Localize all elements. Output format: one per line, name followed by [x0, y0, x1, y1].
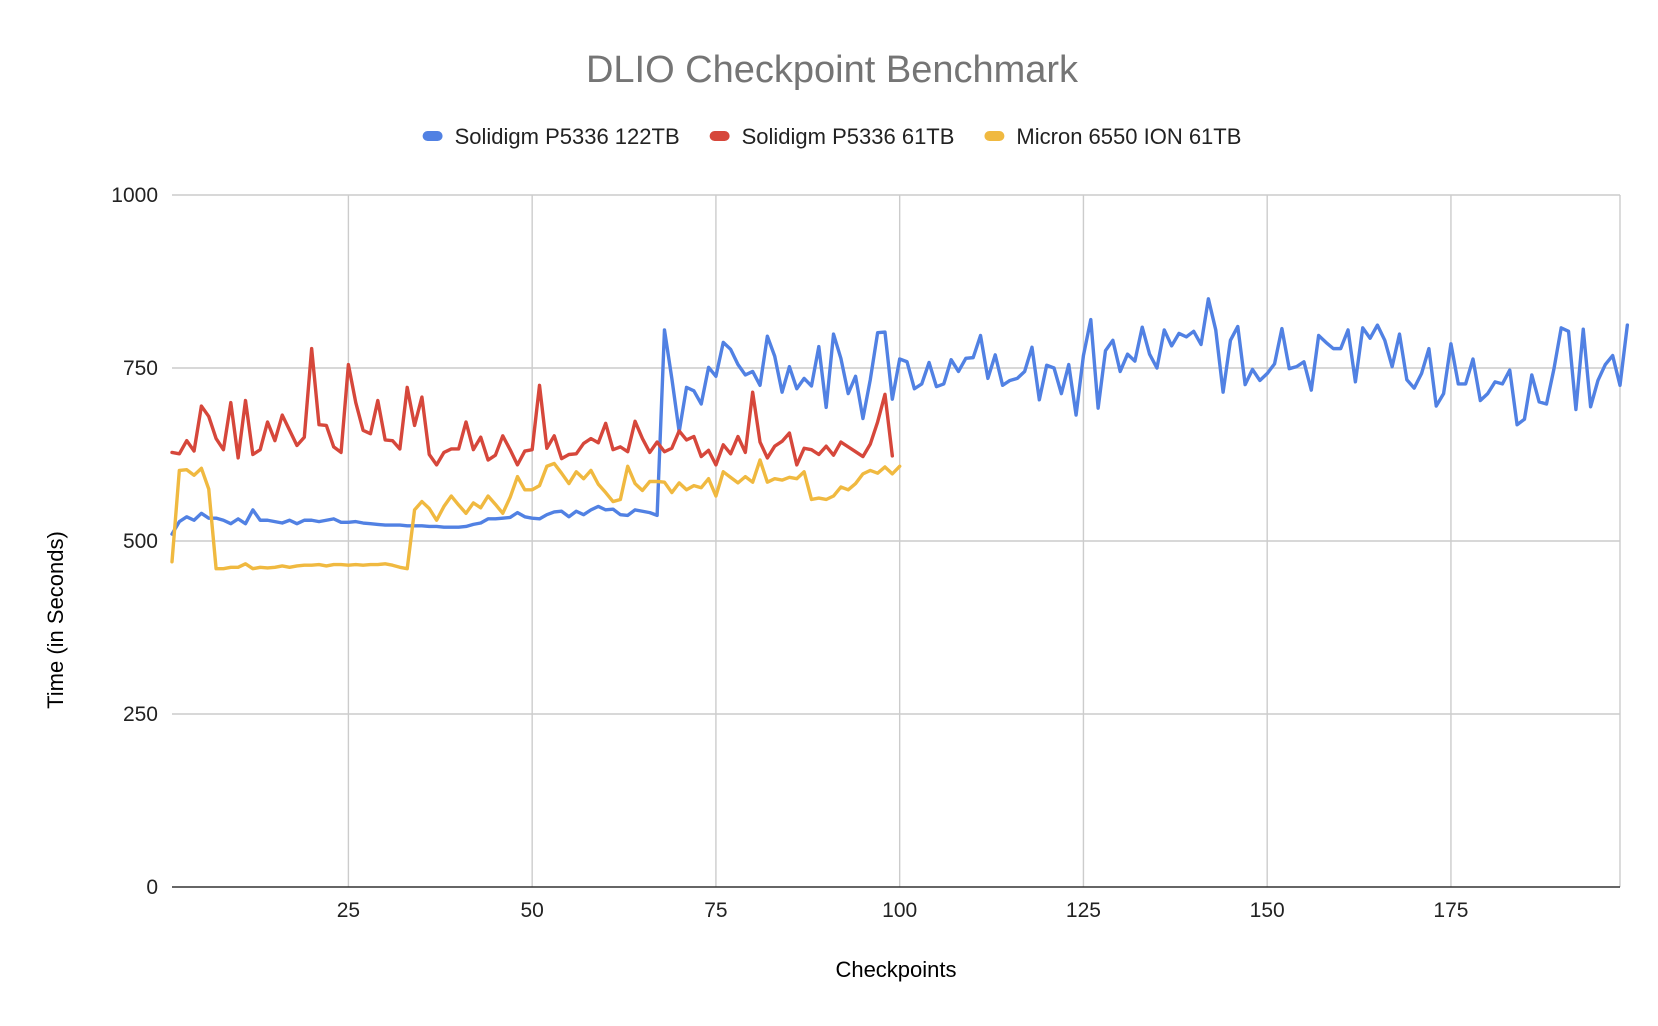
- y-axis-label: Time (in Seconds): [43, 531, 68, 709]
- series-line-2: [170, 346, 895, 467]
- x-tick-label-125: 125: [1066, 899, 1101, 922]
- y-tick-label-0: 0: [146, 876, 158, 899]
- x-tick-label-150: 150: [1250, 899, 1285, 922]
- legend-label-1: Solidigm P5336 122TB: [455, 124, 680, 149]
- series-line-1: [170, 297, 1630, 536]
- gridlines: [172, 194, 1621, 888]
- legend-label-3: Micron 6550 ION 61TB: [1016, 124, 1241, 149]
- x-tick-label-25: 25: [337, 899, 360, 922]
- tick-labels: 0 250 500 750 1000 25 50 75 100 125 150 175: [111, 184, 1468, 922]
- legend-item-1: Solidigm P5336 122TB: [422, 124, 680, 149]
- series-lines: [170, 297, 1630, 571]
- chart-title: DLIO Checkpoint Benchmark: [586, 49, 1079, 91]
- legend: Solidigm P5336 122TB Solidigm P5336 61TB M…: [422, 124, 1241, 149]
- x-tick-label-175: 175: [1433, 899, 1468, 922]
- legend-item-2: Solidigm P5336 61TB: [709, 124, 955, 149]
- y-tick-label-750: 750: [123, 357, 158, 380]
- x-tick-label-75: 75: [704, 899, 727, 922]
- legend-label-2: Solidigm P5336 61TB: [742, 124, 955, 149]
- legend-swatch-2: [709, 131, 730, 141]
- y-tick-label-500: 500: [123, 530, 158, 553]
- legend-swatch-1: [422, 131, 443, 141]
- x-axis-label: Checkpoints: [835, 957, 956, 982]
- legend-item-3: Micron 6550 ION 61TB: [984, 124, 1241, 149]
- series-line-3: [170, 458, 902, 571]
- x-tick-label-50: 50: [520, 899, 543, 922]
- legend-swatch-3: [984, 131, 1005, 141]
- y-tick-label-1000: 1000: [111, 184, 158, 207]
- y-tick-label-250: 250: [123, 703, 158, 726]
- x-tick-label-100: 100: [882, 899, 917, 922]
